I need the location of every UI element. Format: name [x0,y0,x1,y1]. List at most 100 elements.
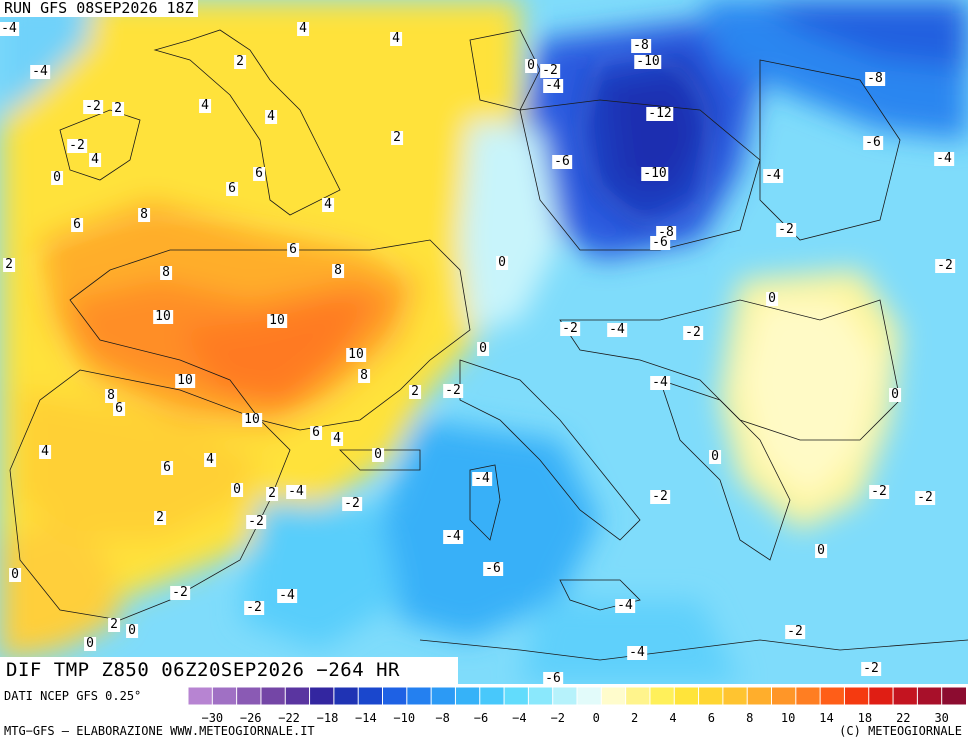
contour-label: -4 [650,375,670,390]
contour-label: 4 [39,444,51,459]
contour-label: 4 [297,21,309,36]
contour-label: -6 [650,235,670,250]
contour-label: 0 [231,482,243,497]
contour-label: -8 [631,38,651,53]
color-scale-tick-label: 22 [896,711,911,725]
data-source-label: DATI NCEP GFS 0.25° [4,689,142,703]
contour-label: -2 [246,514,266,529]
contour-label: -2 [67,138,87,153]
color-scale-swatch [892,686,919,706]
contour-label: 0 [372,447,384,462]
color-scale-swatch [746,686,773,706]
contour-label: 8 [332,263,344,278]
contour-label: 2 [108,617,120,632]
color-scale-swatch [236,686,262,706]
color-scale-swatch [382,686,408,706]
contour-label: 0 [84,636,96,651]
contour-label: -2 [650,489,670,504]
color-scale-tick-label: −4 [512,711,527,725]
temperature-anomaly-map [0,0,968,684]
color-scale-tick-label: 18 [857,711,873,725]
contour-label: -2 [342,496,362,511]
contour-label: -10 [641,166,669,181]
color-scale-tick-label: −30 [201,711,224,725]
contour-label: -4 [472,471,492,486]
color-scale-swatch [576,686,603,706]
color-scale-tick-label: 0 [592,711,600,725]
color-scale-swatch [211,686,238,706]
contour-label: -4 [30,64,50,79]
color-scale-tick-label: −14 [355,711,377,725]
contour-label: -2 [244,600,264,615]
color-scale-swatch [795,686,822,706]
contour-label: -4 [615,598,635,613]
contour-label: 2 [409,384,421,399]
color-scale-swatch [284,686,311,706]
color-scale-swatch [333,686,360,706]
contour-label: -4 [934,151,954,166]
color-scale-swatch [941,686,968,706]
color-scale-swatch [479,686,506,706]
color-scale-swatch [309,686,335,706]
contour-label: 0 [51,170,63,185]
contour-label: -12 [646,106,674,121]
anomaly-field [0,0,968,684]
color-scale-tick-label: −26 [239,711,262,725]
color-scale-swatch [454,686,481,706]
contour-label: 0 [126,623,138,638]
contour-label: 2 [234,54,246,69]
contour-label: -6 [543,671,563,686]
color-scale-tick-label: 4 [669,711,677,725]
contour-label: -10 [634,54,662,69]
contour-label: 2 [391,130,403,145]
color-scale-tick-label: −22 [278,711,300,725]
contour-label: -2 [915,490,935,505]
contour-label: -4 [607,322,627,337]
contour-label: 6 [310,425,322,440]
color-scale-tick-label: −8 [435,711,450,725]
contour-label: 2 [154,510,166,525]
contour-label: 4 [89,152,101,167]
color-scale-tick-label: −6 [473,711,489,725]
color-scale-swatch [527,686,554,706]
copyright-label: (C) METEOGIORNALE [839,724,962,738]
contour-label: -4 [763,168,783,183]
contour-label: 0 [477,341,489,356]
contour-label: 2 [112,101,124,116]
color-scale-tick-label: 14 [819,711,834,725]
contour-label: 4 [199,98,211,113]
color-scale-tick-label: 30 [934,711,949,725]
color-scale-swatch [600,686,627,706]
contour-label: 0 [709,449,721,464]
contour-label: 10 [153,309,173,324]
color-scale-swatch [722,686,749,706]
field-title: DIF TMP Z850 06Z20SEP2026 −264 HR [0,657,458,684]
contour-label: 6 [161,460,173,475]
contour-label: 0 [496,255,508,270]
contour-label: 10 [242,412,262,427]
contour-label: 0 [766,291,778,306]
contour-label: 10 [346,347,366,362]
contour-label: -2 [869,484,889,499]
coastlines [9,29,968,661]
contour-label: 2 [3,257,15,272]
contour-label: 4 [265,109,277,124]
color-scale-swatch [503,686,530,706]
color-scale-tick-label: 2 [630,711,639,725]
color-scale-tick-label: 10 [780,711,796,725]
contour-label: -6 [863,135,883,150]
contour-label: 4 [322,197,334,212]
contour-label: 10 [175,373,195,388]
contour-label: -8 [865,71,885,86]
contour-label: -2 [83,99,103,114]
color-scale-swatch [406,686,433,706]
contour-label: 0 [9,567,21,582]
contour-label: 10 [267,313,287,328]
contour-label: 2 [266,486,278,501]
run-title: RUN GFS 08SEP2026 18Z [0,0,198,17]
contour-label: -4 [0,21,19,36]
contour-label: -2 [560,321,580,336]
contour-label: 8 [160,265,172,280]
contour-label: 0 [525,58,537,73]
contour-label: 0 [889,387,901,402]
